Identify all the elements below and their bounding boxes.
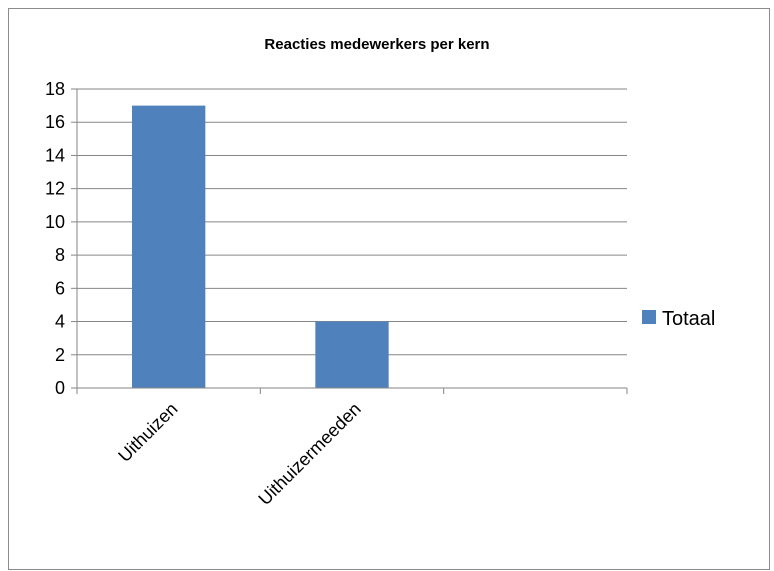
y-tick-label: 6: [55, 278, 65, 298]
legend: Totaal: [642, 308, 715, 330]
x-tick-label: Uithuizermeeden: [254, 399, 364, 509]
legend-swatch: [642, 310, 656, 324]
x-tick-labels: Uithuizen Uithuizermeeden: [114, 399, 365, 509]
y-tick-label: 10: [45, 212, 65, 232]
y-tick-label: 12: [45, 179, 65, 199]
y-tick-label: 0: [55, 378, 65, 398]
bars: [132, 105, 389, 388]
bar: [315, 321, 389, 388]
legend-label: Totaal: [662, 308, 715, 330]
y-tick-label: 16: [45, 112, 65, 132]
y-tick-labels: 0 2 4 6 8 10 12 14 16 18: [45, 79, 65, 398]
y-tick-label: 18: [45, 79, 65, 99]
y-tick-label: 8: [55, 245, 65, 265]
axes: [71, 88, 628, 394]
x-tick-label: Uithuizen: [114, 399, 181, 466]
y-tick-label: 14: [45, 145, 65, 165]
chart-title: Reacties medewerkers per kern: [264, 36, 489, 53]
bar: [132, 105, 206, 388]
y-tick-label: 4: [55, 312, 65, 332]
y-tick-label: 2: [55, 345, 65, 365]
